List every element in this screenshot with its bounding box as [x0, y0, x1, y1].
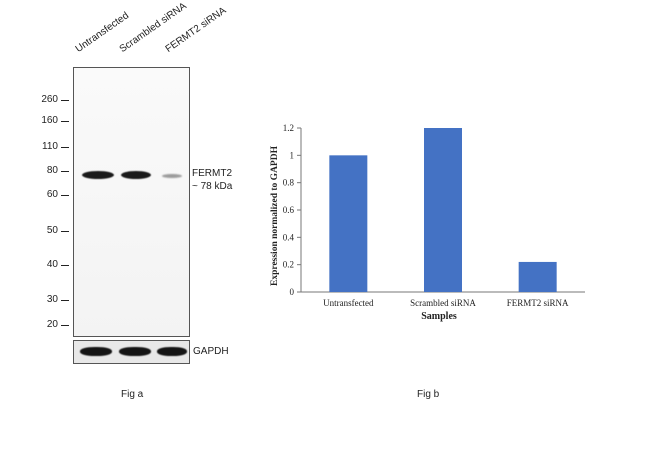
gapdh-membrane — [73, 340, 190, 364]
target-size-label: ~ 78 kDa — [192, 181, 233, 192]
y-tick-label: 0 — [290, 287, 295, 297]
bar-1 — [424, 128, 462, 292]
fig-b-caption: Fig b — [417, 389, 440, 400]
loading-control-label: GAPDH — [193, 346, 229, 357]
y-axis-title: Expression normalized to GAPDH — [270, 145, 280, 286]
mw-marker-60: 60 — [46, 189, 58, 200]
band-lane-1 — [82, 171, 114, 179]
y-tick-label: 0.2 — [283, 260, 294, 270]
band-lane-2 — [121, 171, 151, 179]
mw-tick-60 — [61, 195, 69, 196]
mw-marker-110: 110 — [42, 141, 58, 152]
mw-marker-30: 30 — [46, 294, 58, 305]
mw-marker-40: 40 — [46, 259, 58, 270]
band-lane-3 — [162, 174, 182, 178]
mw-tick-260 — [61, 100, 69, 101]
x-axis-title: Samples — [421, 311, 457, 322]
gapdh-band-lane-1 — [80, 347, 112, 356]
fig-a-caption: Fig a — [121, 389, 144, 400]
x-tick-label: Untransfected — [323, 298, 374, 308]
gapdh-band-lane-3 — [157, 347, 187, 356]
mw-tick-50 — [61, 231, 69, 232]
mw-tick-80 — [61, 171, 69, 172]
mw-marker-50: 50 — [46, 225, 58, 236]
mw-marker-260: 260 — [41, 94, 58, 105]
bar-2 — [518, 261, 557, 292]
y-tick-label: 0.4 — [283, 232, 295, 242]
blot-membrane — [73, 67, 190, 337]
x-tick-label: Scrambled siRNA — [410, 298, 476, 308]
mw-tick-160 — [61, 121, 69, 122]
mw-tick-20 — [61, 325, 69, 326]
y-tick-label: 0.6 — [283, 205, 295, 215]
y-tick-label: 1.2 — [283, 123, 294, 133]
x-tick-label: FERMT2 siRNA — [507, 298, 569, 308]
mw-marker-80: 80 — [46, 165, 58, 176]
y-tick-label: 0.8 — [283, 178, 295, 188]
mw-tick-30 — [61, 300, 69, 301]
mw-marker-20: 20 — [46, 319, 58, 330]
gapdh-band-lane-2 — [119, 347, 151, 356]
y-tick-label: 1 — [290, 150, 295, 160]
bar-0 — [329, 155, 368, 292]
mw-tick-40 — [61, 265, 69, 266]
mw-marker-160: 160 — [41, 115, 58, 126]
mw-tick-110 — [61, 147, 69, 148]
target-label: FERMT2 — [192, 168, 232, 179]
